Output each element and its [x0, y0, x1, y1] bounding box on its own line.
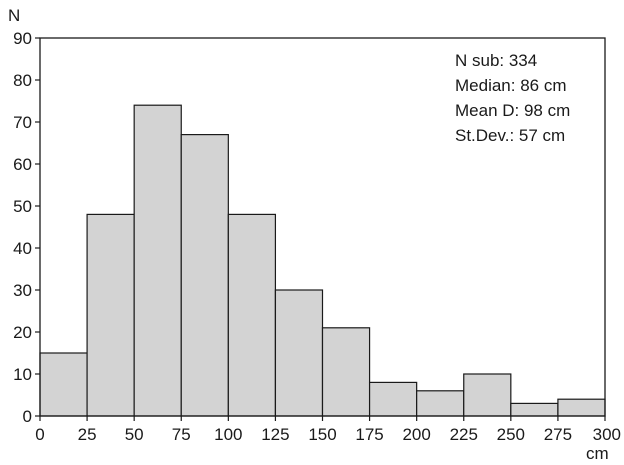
x-tick-label: 275: [544, 425, 572, 444]
histogram-bar-100-125: [228, 214, 275, 416]
y-tick-label: 60: [13, 155, 32, 174]
x-tick-label: 100: [214, 425, 242, 444]
x-tick-label: 175: [355, 425, 383, 444]
x-tick-label: 225: [450, 425, 478, 444]
x-tick-label: 25: [78, 425, 97, 444]
y-tick-label: 90: [13, 29, 32, 48]
histogram-bar-125-150: [275, 290, 322, 416]
histogram-bar-200-225: [417, 391, 464, 416]
bars-group: [40, 105, 605, 416]
y-tick-label: 50: [13, 197, 32, 216]
x-tick-label: 0: [35, 425, 44, 444]
y-tick-label: 10: [13, 365, 32, 384]
y-axis-label: N: [8, 6, 20, 25]
x-tick-label: 150: [308, 425, 336, 444]
y-tick-label: 0: [23, 407, 32, 426]
histogram-bar-275-300: [558, 399, 605, 416]
stat-stdev: St.Dev.: 57 cm: [455, 126, 565, 145]
histogram-bar-50-75: [134, 105, 181, 416]
y-ticks-group: 0 10 20 30 40 50 60 70 80 90: [13, 29, 40, 426]
stat-n-sub: N sub: 334: [455, 51, 537, 70]
histogram-bar-150-175: [323, 328, 370, 416]
x-tick-label: 75: [172, 425, 191, 444]
stats-box: N sub: 334 Median: 86 cm Mean D: 98 cm S…: [455, 51, 570, 145]
histogram-bar-250-275: [511, 403, 558, 416]
x-tick-label: 300: [593, 425, 621, 444]
x-tick-label: 50: [125, 425, 144, 444]
stat-median: Median: 86 cm: [455, 76, 567, 95]
histogram-bar-75-100: [181, 135, 228, 416]
x-ticks-group: 0 25 50 75 100 125 150 175 200 225 250 275 300: [35, 416, 621, 444]
y-tick-label: 70: [13, 113, 32, 132]
histogram-bar-0-25: [40, 353, 87, 416]
stat-mean: Mean D: 98 cm: [455, 101, 570, 120]
histogram-bar-225-250: [464, 374, 511, 416]
y-tick-label: 20: [13, 323, 32, 342]
y-tick-label: 40: [13, 239, 32, 258]
histogram-bar-25-50: [87, 214, 134, 416]
x-axis-label: cm: [586, 444, 609, 463]
x-tick-label: 250: [497, 425, 525, 444]
x-tick-label: 200: [402, 425, 430, 444]
y-tick-label: 80: [13, 71, 32, 90]
histogram-bar-175-200: [370, 382, 417, 416]
y-tick-label: 30: [13, 281, 32, 300]
x-tick-label: 125: [261, 425, 289, 444]
